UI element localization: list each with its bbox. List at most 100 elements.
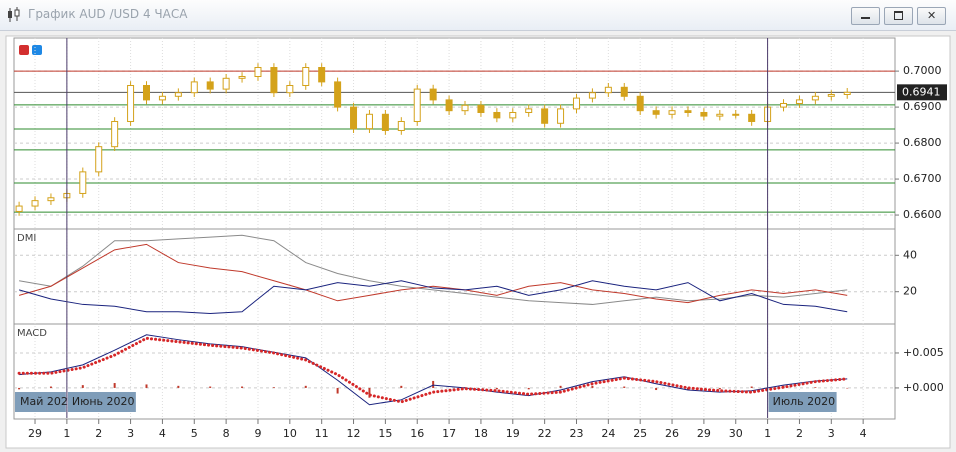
candle-body [158, 95, 166, 101]
x-tick-label: 24 [601, 427, 615, 440]
candle-body [397, 120, 405, 131]
histogram-bar [814, 387, 817, 388]
app-icon [8, 7, 20, 22]
histogram-bar [177, 385, 180, 388]
red-icon[interactable] [19, 45, 29, 55]
x-tick-label: 29 [697, 427, 711, 440]
period-box [15, 392, 66, 412]
blue-icon[interactable] [32, 45, 42, 55]
histogram-bar [18, 387, 21, 390]
candle-body [254, 67, 262, 78]
candle-body [477, 104, 485, 113]
signal-line [17, 336, 849, 404]
y-tick-label: 0.6800 [903, 136, 942, 149]
x-tick-label: 17 [442, 427, 456, 440]
candle-body [15, 205, 23, 212]
minimize-button[interactable] [851, 7, 880, 25]
candle-body [748, 113, 756, 122]
candle-body [238, 76, 246, 79]
histogram-bar [559, 385, 562, 388]
histogram-bar [113, 383, 116, 388]
histogram-bar [655, 387, 658, 391]
histogram-bar [400, 385, 403, 388]
series-line [18, 243, 848, 304]
current-price-label: 0.6941 [902, 85, 941, 98]
histogram-bar [846, 387, 849, 389]
current-price-box [897, 84, 947, 101]
x-tick-label: 22 [538, 427, 552, 440]
x-tick-label: 10 [283, 427, 297, 440]
period-label: Июнь 2020 [72, 395, 135, 408]
candle-body [445, 99, 453, 112]
x-tick-label: 30 [729, 427, 743, 440]
candle-body [541, 108, 549, 124]
x-tick-label: 1 [764, 427, 771, 440]
candle-body [493, 111, 501, 119]
candle-body [684, 110, 692, 113]
x-tick-label: 4 [159, 427, 166, 440]
histogram-bar [527, 387, 530, 390]
period-box [67, 392, 136, 412]
candle-body [95, 146, 103, 173]
x-tick-label: 29 [28, 427, 42, 440]
x-tick-label: 3 [127, 427, 134, 440]
x-tick-label: 23 [569, 427, 583, 440]
histogram-bar [145, 384, 148, 388]
y-tick-label: 0.7000 [903, 64, 942, 77]
candle-body [111, 120, 119, 148]
close-button[interactable]: ✕ [917, 7, 946, 25]
candle-body [716, 113, 724, 117]
candle-body [780, 102, 788, 108]
histogram-bar [750, 386, 753, 388]
candle-body [795, 99, 803, 104]
x-tick-label: 3 [828, 427, 835, 440]
title-bar: График AUD /USD 4 ЧАСА ✕ [0, 0, 956, 31]
x-tick-label: 18 [474, 427, 488, 440]
histogram-bar [304, 385, 307, 388]
candle-body [525, 108, 533, 113]
panel-title: MACD [17, 328, 47, 339]
x-tick-label: 2 [95, 427, 102, 440]
histogram-bar [336, 387, 339, 394]
x-tick-label: 11 [315, 427, 329, 440]
candle-body [636, 95, 644, 112]
candle-body [334, 81, 342, 108]
histogram-bar [272, 387, 275, 388]
candle-body [47, 197, 55, 202]
histogram-bar [495, 387, 498, 390]
histogram-bar [718, 387, 721, 390]
restore-button[interactable] [884, 7, 913, 25]
y-tick-label: 40 [903, 248, 917, 261]
x-tick-label: 2 [796, 427, 803, 440]
y-tick-label: 20 [903, 285, 917, 298]
histogram-bar [591, 385, 594, 388]
series-line [18, 280, 848, 315]
candle-body [588, 92, 596, 99]
x-tick-label: 8 [223, 427, 230, 440]
candle-body [318, 67, 326, 83]
candle-body [668, 110, 676, 115]
candle-body [604, 86, 612, 94]
histogram-bar [49, 386, 52, 388]
x-tick-label: 25 [633, 427, 647, 440]
period-box [768, 392, 837, 412]
y-tick-label: +0.000 [903, 381, 944, 394]
candle-body [206, 81, 214, 90]
candle-body [732, 113, 740, 116]
histogram-bar [368, 387, 371, 398]
x-tick-label: 12 [347, 427, 361, 440]
candle-body [413, 88, 421, 122]
candle-body [31, 200, 39, 207]
candle-body [222, 77, 230, 90]
candle-body [302, 67, 310, 86]
x-tick-label: 4 [860, 427, 867, 440]
candle-body [652, 110, 660, 115]
histogram-bar [432, 380, 435, 388]
histogram-bar [209, 386, 212, 388]
candle-body [461, 104, 469, 112]
x-tick-label: 26 [665, 427, 679, 440]
x-tick-label: 1 [63, 427, 70, 440]
x-tick-label: 5 [191, 427, 198, 440]
